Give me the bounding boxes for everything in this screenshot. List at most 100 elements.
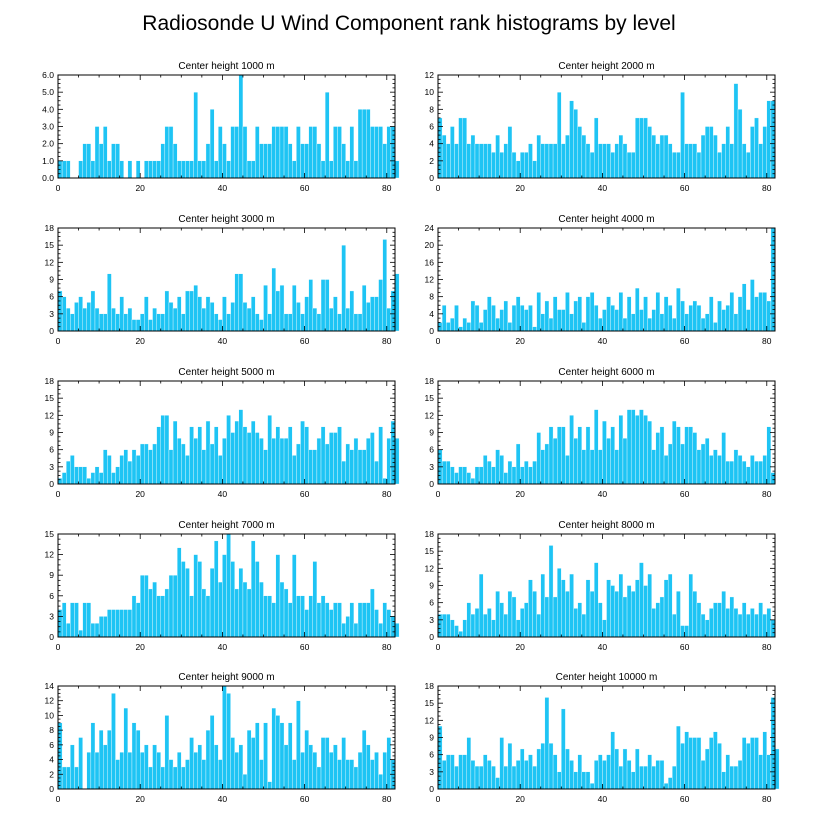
bar — [267, 143, 272, 179]
bar — [222, 554, 227, 638]
bar — [536, 613, 541, 638]
bar — [177, 752, 182, 790]
bar — [622, 143, 628, 179]
bar — [205, 729, 211, 790]
bar — [127, 460, 133, 485]
bar — [78, 466, 83, 485]
y-tick-label: 20 — [425, 240, 435, 250]
bar — [378, 426, 383, 485]
bar — [156, 595, 161, 638]
y-tick-label: 2 — [429, 156, 434, 166]
bar — [98, 616, 104, 638]
bar — [581, 771, 587, 790]
y-tick-label: 12 — [45, 410, 55, 420]
bar — [589, 591, 595, 638]
bar — [78, 160, 83, 179]
bar — [107, 455, 112, 485]
bar — [520, 152, 525, 179]
bar — [168, 302, 174, 332]
bar — [515, 443, 521, 485]
bar — [287, 143, 293, 179]
bar — [495, 591, 500, 638]
bar — [131, 449, 137, 485]
bar — [692, 737, 698, 790]
bar — [511, 765, 517, 790]
bar — [511, 466, 517, 485]
y-tick-label: 9 — [429, 733, 434, 743]
bar — [382, 239, 387, 332]
bar — [536, 292, 541, 332]
bar — [684, 731, 689, 790]
bar — [446, 460, 451, 485]
bar — [90, 290, 96, 332]
bar — [585, 579, 591, 638]
bar — [382, 602, 387, 638]
bar — [737, 109, 743, 179]
y-tick-label: 15 — [425, 393, 435, 403]
bar — [557, 771, 562, 790]
bar — [337, 126, 342, 179]
bar — [672, 613, 677, 638]
bar — [499, 737, 504, 790]
bar — [366, 744, 371, 790]
bar — [61, 602, 67, 638]
bar — [320, 279, 326, 332]
bar — [283, 313, 289, 332]
bar — [737, 296, 743, 332]
bar — [222, 296, 227, 332]
bar — [357, 313, 363, 332]
x-tick-label: 0 — [436, 336, 441, 346]
bar — [164, 126, 170, 179]
x-tick-label: 80 — [762, 336, 772, 346]
bar — [259, 581, 264, 638]
bar — [696, 602, 702, 638]
bar — [234, 126, 240, 179]
bar — [483, 754, 488, 790]
bar — [573, 771, 578, 790]
panel-title: Center height 5000 m — [178, 367, 274, 378]
bar — [474, 143, 480, 179]
y-tick-label: 9 — [49, 428, 54, 438]
bar — [370, 759, 375, 790]
bar — [466, 737, 472, 790]
bar — [152, 581, 157, 638]
y-tick-label: 6.0 — [42, 70, 54, 80]
bar — [454, 472, 459, 485]
bar — [647, 317, 652, 332]
bar — [503, 613, 509, 638]
bar — [598, 754, 603, 790]
bar — [98, 143, 104, 179]
bar — [770, 472, 776, 485]
bar — [544, 143, 550, 179]
bar — [250, 420, 256, 485]
bar — [287, 426, 293, 485]
bar — [168, 759, 174, 790]
bar — [503, 143, 509, 179]
bar — [197, 296, 203, 332]
bar — [717, 300, 722, 332]
bar — [201, 307, 207, 332]
x-tick-label: 80 — [382, 336, 392, 346]
y-tick-label: 0 — [429, 784, 434, 794]
bar — [709, 296, 714, 332]
bar — [713, 602, 718, 638]
x-tick-label: 60 — [300, 642, 310, 652]
bar — [324, 737, 330, 790]
bar — [684, 313, 689, 332]
bar — [111, 307, 116, 332]
bar — [462, 466, 467, 485]
y-tick-label: 12 — [425, 70, 435, 80]
bar — [717, 455, 722, 485]
bar — [713, 322, 718, 332]
bar — [300, 595, 305, 638]
bar — [148, 449, 153, 485]
bar — [201, 759, 207, 790]
bar — [70, 455, 75, 485]
bar — [205, 143, 211, 179]
bar — [618, 134, 624, 179]
bar — [160, 766, 166, 790]
bar — [250, 160, 256, 179]
x-tick-label: 0 — [56, 794, 61, 804]
bar — [312, 449, 318, 485]
